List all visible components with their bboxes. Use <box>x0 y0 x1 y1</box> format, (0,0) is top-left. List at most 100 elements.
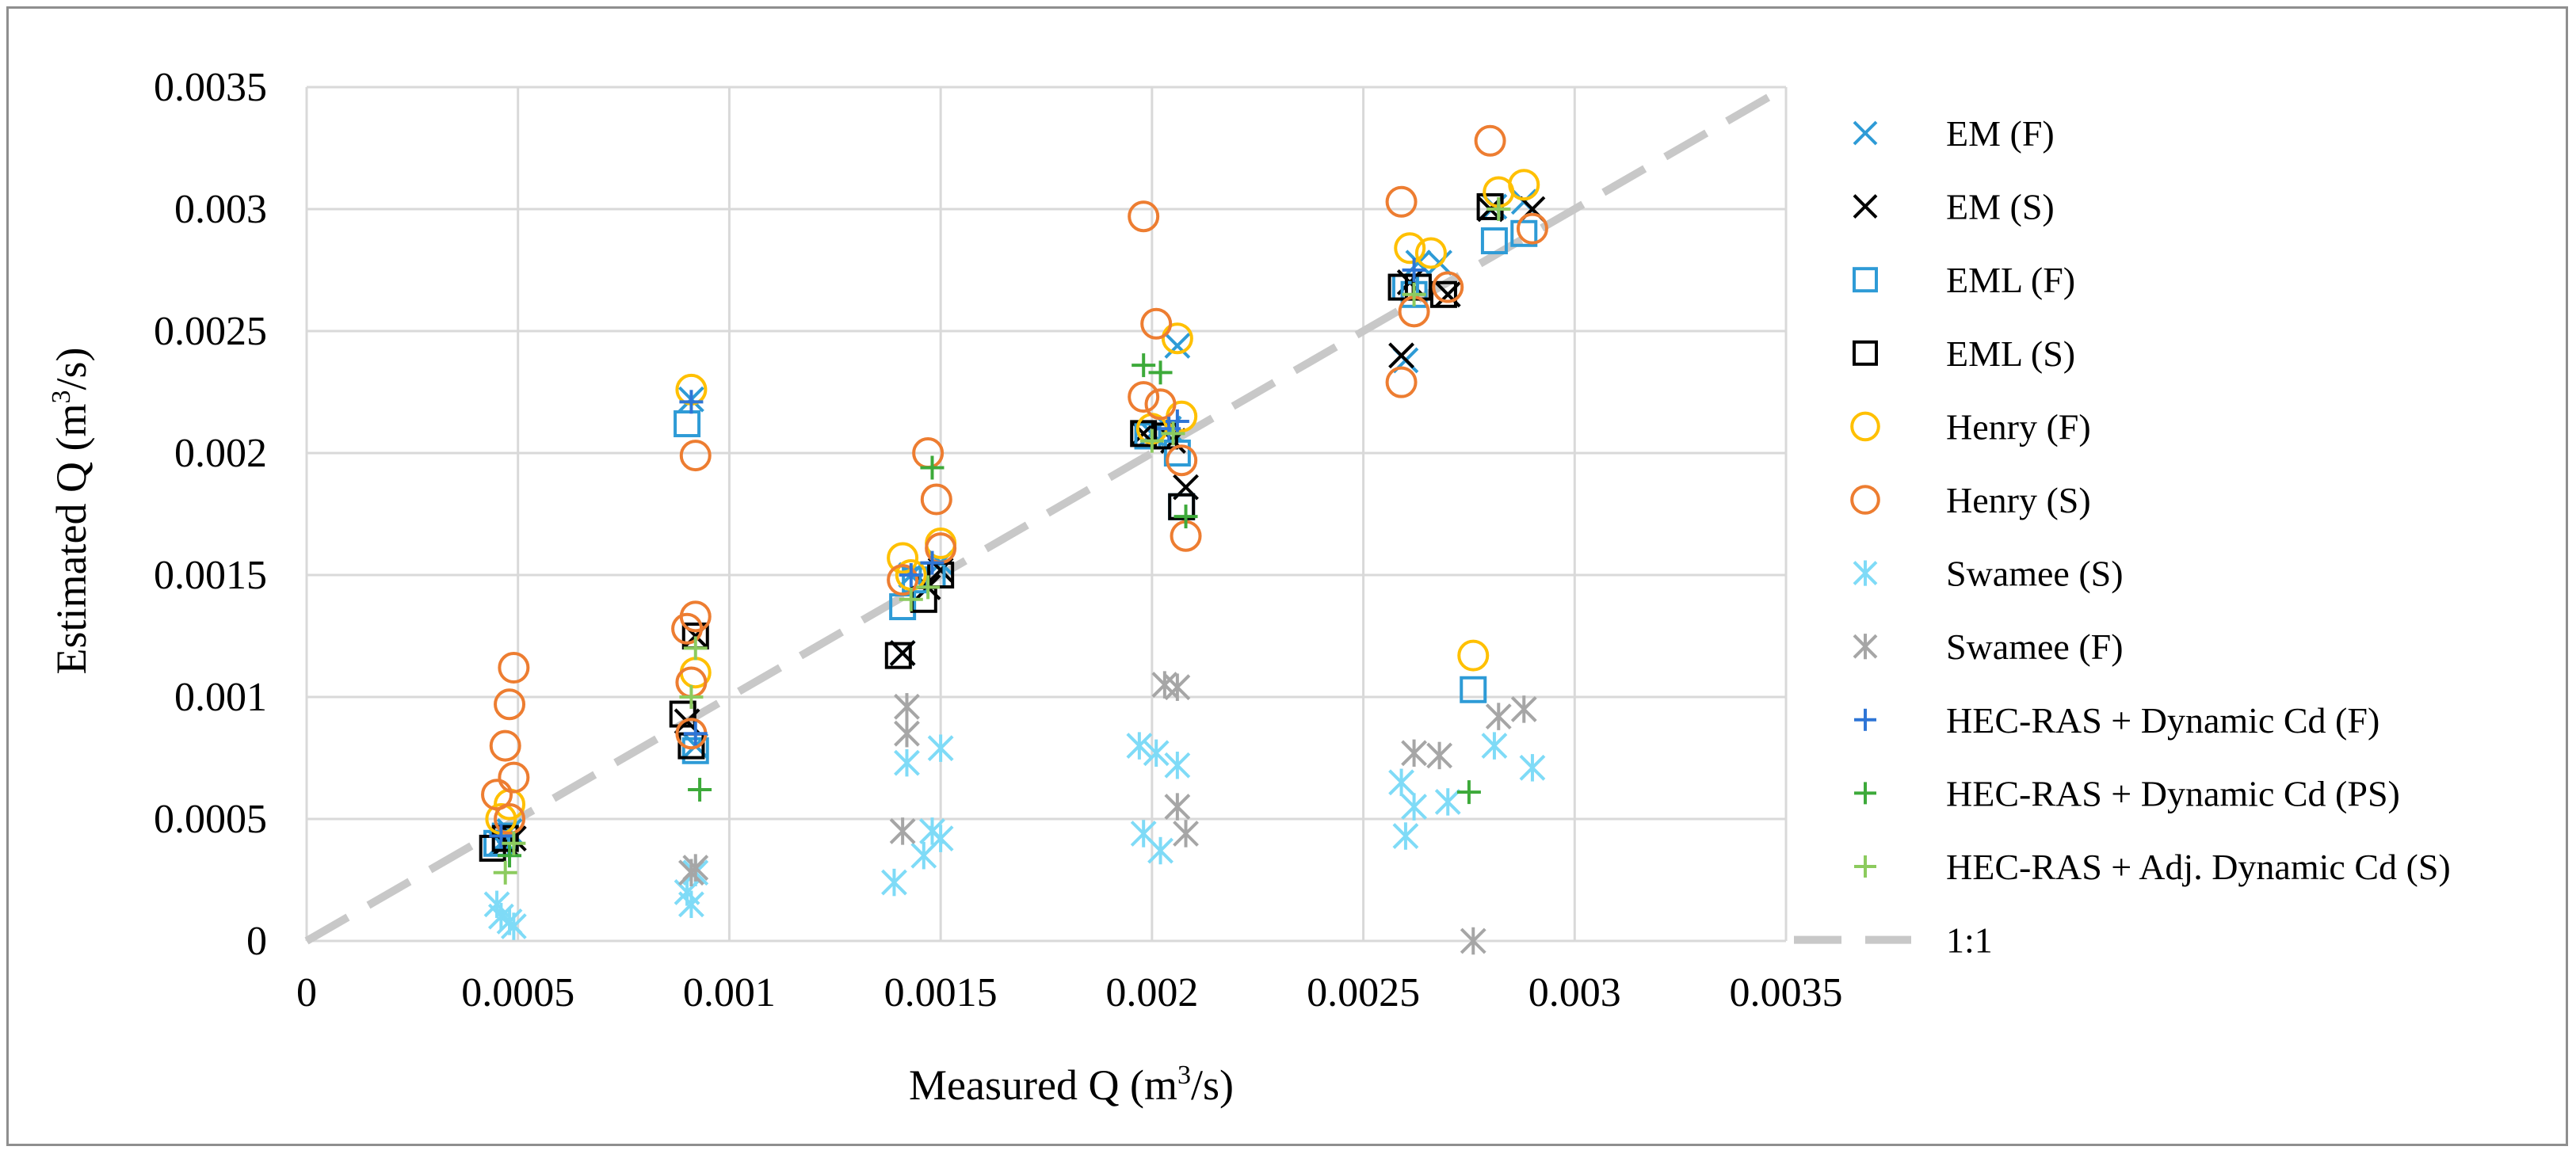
legend-item-1-1: 1:1 <box>1794 920 1993 961</box>
series-hec-ras-dynamic-cd-ps <box>498 353 1481 868</box>
data-point <box>679 600 712 633</box>
data-point <box>1402 258 1426 282</box>
legend-marker <box>1850 411 1880 442</box>
data-point <box>1480 227 1508 255</box>
data-point <box>1460 927 1486 955</box>
legend: EM (F) EM (S) EML (F) EML (S) Henry (F) Henry… <box>1794 113 2451 961</box>
data-point <box>1126 732 1153 760</box>
series-henry-s <box>481 124 1548 835</box>
data-point <box>1401 793 1427 821</box>
data-point <box>894 693 920 721</box>
data-point <box>498 761 530 794</box>
data-point <box>927 825 954 852</box>
data-point <box>494 803 526 835</box>
data-point <box>1510 219 1538 247</box>
data-point <box>1486 197 1511 221</box>
legend-marker <box>1854 855 1876 878</box>
y-tick-label: 0 <box>246 919 267 964</box>
data-point <box>1128 200 1160 233</box>
data-point <box>1385 185 1418 218</box>
data-point <box>1144 388 1177 421</box>
data-point <box>678 890 704 919</box>
data-point <box>1414 237 1447 269</box>
data-point <box>493 860 517 885</box>
data-point <box>920 455 945 480</box>
series-em-f <box>487 189 1537 857</box>
legend-item-hec-ras-dynamic-cd-f: HEC-RAS + Dynamic Cd (F) <box>1854 700 2379 741</box>
legend-marker <box>1854 708 1876 731</box>
data-point <box>1385 366 1418 398</box>
legend-item-henry-s: Henry (S) <box>1850 480 2091 520</box>
data-point <box>894 748 920 777</box>
legend-label: EML (S) <box>1946 333 2075 374</box>
data-point <box>489 729 521 762</box>
legend-marker <box>1853 340 1878 366</box>
legend-label: 1:1 <box>1946 920 1993 961</box>
data-point <box>1132 353 1156 378</box>
x-tick-label: 0.0025 <box>1307 970 1420 1015</box>
legend-item-henry-f: Henry (F) <box>1850 406 2091 447</box>
x-tick-label: 0 <box>296 970 317 1015</box>
reference-line-1-1 <box>304 83 1788 945</box>
data-point <box>1134 422 1162 450</box>
legend-label: EML (F) <box>1946 260 2075 300</box>
data-point <box>500 912 527 940</box>
data-point <box>1519 754 1546 782</box>
y-tick-label: 0.001 <box>174 675 267 720</box>
data-point <box>1174 505 1198 529</box>
data-point <box>884 642 912 669</box>
data-point <box>1401 739 1427 767</box>
data-point <box>1161 421 1185 446</box>
data-point <box>674 410 701 438</box>
data-point <box>1485 703 1512 730</box>
legend-item-em-s: EM (S) <box>1853 187 2055 227</box>
data-point <box>498 844 522 868</box>
data-point <box>927 734 954 762</box>
data-point <box>1168 493 1196 520</box>
series-hec-ras-adj-dynamic-cd-s <box>493 197 1511 885</box>
legend-item-eml-f: EML (F) <box>1853 260 2075 300</box>
legend-marker <box>1853 560 1878 586</box>
x-tick-label: 0.001 <box>683 970 776 1015</box>
data-point <box>1429 280 1457 308</box>
gridlines <box>305 86 1788 943</box>
legend-label: HEC-RAS + Adj. Dynamic Cd (S) <box>1946 847 2451 887</box>
data-point <box>1510 695 1537 723</box>
y-tick-label: 0.0015 <box>154 553 267 598</box>
data-point <box>683 722 708 746</box>
y-tick-label: 0.0025 <box>154 309 267 354</box>
data-point <box>1456 780 1481 805</box>
data-point <box>1140 307 1173 340</box>
x-tick-label: 0.002 <box>1105 970 1198 1015</box>
data-point <box>889 817 916 845</box>
legend-label: Swamee (F) <box>1946 627 2124 667</box>
y-tick-label: 0.0005 <box>154 797 267 842</box>
series-henry-f <box>485 169 1540 835</box>
data-point <box>1426 741 1453 770</box>
legend-marker <box>1854 782 1876 805</box>
legend-marker <box>1853 267 1878 293</box>
x-tick-label: 0.0005 <box>461 970 574 1015</box>
data-point <box>1128 381 1160 413</box>
data-point <box>1434 788 1461 816</box>
y-axis-label: Estimated Q (m3/s) <box>47 348 95 675</box>
data-point <box>1164 673 1191 701</box>
data-point <box>1164 793 1191 821</box>
series-swamee-f <box>678 671 1537 955</box>
legend-label: Henry (S) <box>1946 480 2091 520</box>
data-point <box>679 390 704 414</box>
data-point <box>679 685 704 709</box>
data-point <box>1166 444 1198 477</box>
data-point <box>1139 428 1164 453</box>
data-point <box>1388 768 1414 797</box>
data-point <box>1474 124 1506 157</box>
data-point <box>887 542 919 574</box>
legend-label: EM (S) <box>1946 187 2055 227</box>
data-point <box>1432 271 1464 303</box>
data-point <box>899 563 923 587</box>
data-point <box>688 778 712 802</box>
legend-item-em-f: EM (F) <box>1853 113 2055 154</box>
data-point <box>1457 639 1490 672</box>
data-point <box>1148 360 1173 385</box>
